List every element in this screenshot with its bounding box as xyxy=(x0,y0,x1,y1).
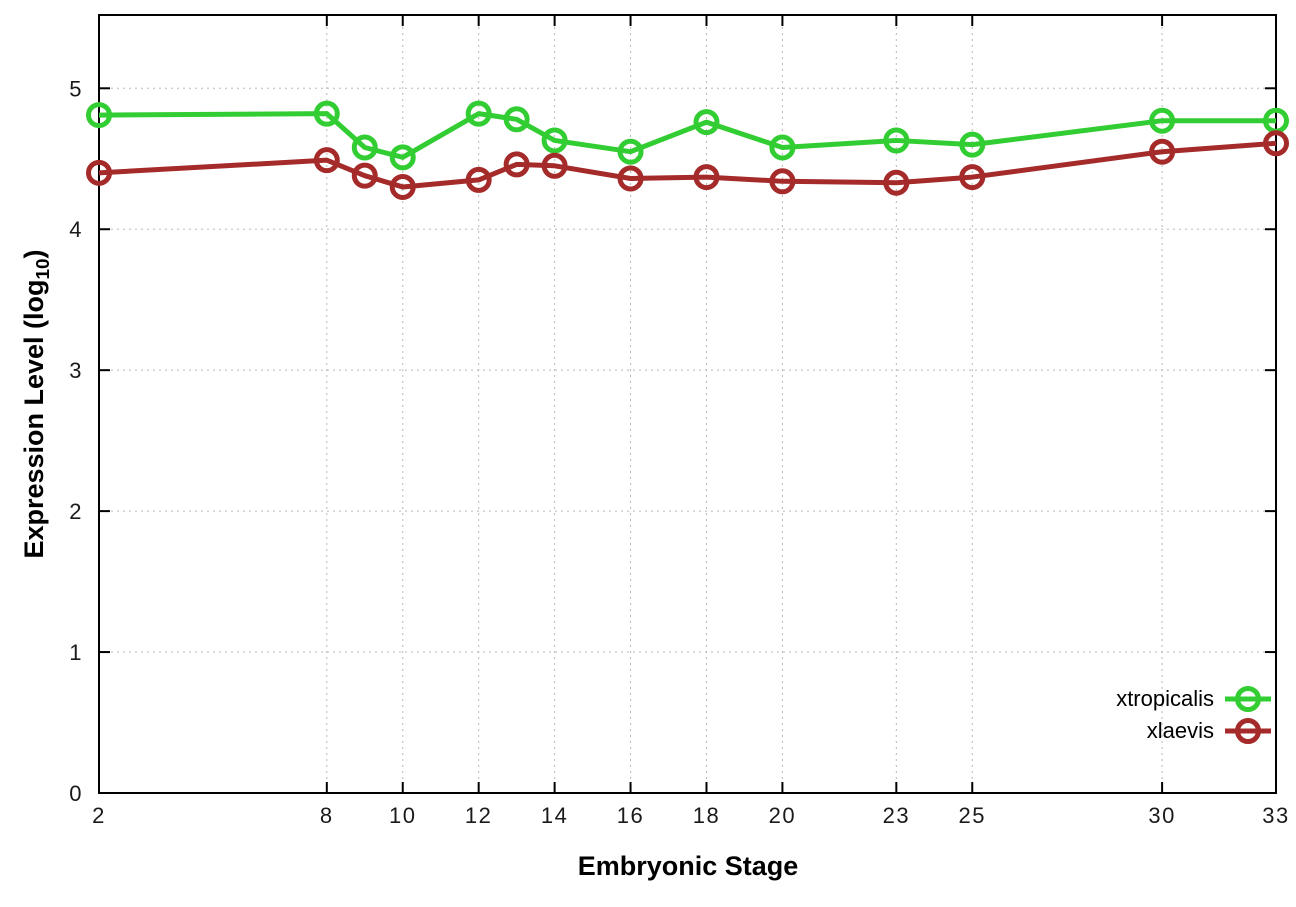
x-tick-label: 10 xyxy=(389,803,416,828)
data-point-xlaevis xyxy=(959,164,986,191)
data-point-xtropicalis xyxy=(313,100,340,127)
x-tick-label: 2 xyxy=(92,803,106,828)
y-tick-label: 1 xyxy=(69,640,83,665)
y-tick-label: 0 xyxy=(69,781,83,806)
x-tick-label: 25 xyxy=(959,803,986,828)
x-axis-title: Embryonic Stage xyxy=(577,851,799,881)
y-axis-title-suffix: ) xyxy=(18,249,49,259)
data-point-xtropicalis xyxy=(86,102,112,129)
y-axis-title-subscript: 10 xyxy=(33,258,55,280)
x-tick-label: 14 xyxy=(541,803,568,828)
x-tick-label: 33 xyxy=(1262,803,1289,828)
plot-border xyxy=(98,14,1277,794)
data-point-xtropicalis xyxy=(1149,107,1176,134)
data-point-xlaevis xyxy=(389,173,416,200)
y-tick-label: 2 xyxy=(69,499,83,524)
data-point-xlaevis xyxy=(617,165,644,192)
y-axis-title-text: Expression Level (log xyxy=(18,279,49,559)
series-line-xlaevis xyxy=(98,140,1277,190)
data-point-xlaevis xyxy=(541,152,568,179)
data-point-xlaevis xyxy=(1263,130,1289,157)
legend-line-circle-icon xyxy=(1225,717,1271,744)
x-tick-label: 30 xyxy=(1148,803,1175,828)
data-point-xtropicalis xyxy=(351,134,378,161)
data-point-xlaevis xyxy=(693,164,720,191)
data-point-xtropicalis xyxy=(465,100,492,127)
x-tick-label: 20 xyxy=(769,803,796,828)
x-tick-label: 23 xyxy=(883,803,910,828)
data-point-xtropicalis xyxy=(769,134,796,161)
data-point-xlaevis xyxy=(1149,138,1176,165)
data-point-xlaevis xyxy=(313,147,340,174)
legend: xtropicalis xlaevis xyxy=(1116,683,1272,746)
data-point-xlaevis xyxy=(769,168,796,195)
series-line-xtropicalis xyxy=(98,111,1276,160)
y-axis-title: Expression Level (log10) xyxy=(19,249,55,558)
data-point-xtropicalis xyxy=(541,127,568,154)
y-tick-label: 3 xyxy=(69,358,83,383)
data-point-xtropicalis xyxy=(389,144,416,171)
x-tick-label: 16 xyxy=(617,803,644,828)
y-tick-label: 5 xyxy=(69,76,83,101)
data-point-xlaevis xyxy=(351,162,378,189)
data-point-xlaevis xyxy=(883,169,910,196)
x-tick-label: 12 xyxy=(465,803,492,828)
x-tick-label: 8 xyxy=(320,803,334,828)
legend-item-xtropicalis: xtropicalis xyxy=(1116,683,1272,714)
y-tick-label: 4 xyxy=(69,217,83,242)
legend-label-xtropicalis: xtropicalis xyxy=(1116,685,1214,711)
legend-label-xlaevis: xlaevis xyxy=(1146,717,1214,743)
data-point-xtropicalis xyxy=(693,109,720,136)
data-point-xtropicalis xyxy=(617,138,644,165)
legend-line-circle-icon xyxy=(1225,685,1271,712)
data-point-xtropicalis xyxy=(883,127,910,154)
data-point-xlaevis xyxy=(86,159,112,186)
data-point-xlaevis xyxy=(503,151,530,178)
x-tick-label: 18 xyxy=(693,803,720,828)
data-point-xlaevis xyxy=(465,166,492,193)
legend-item-xlaevis: xlaevis xyxy=(1147,715,1272,746)
data-point-xtropicalis xyxy=(959,131,986,158)
data-point-xtropicalis xyxy=(503,106,530,133)
